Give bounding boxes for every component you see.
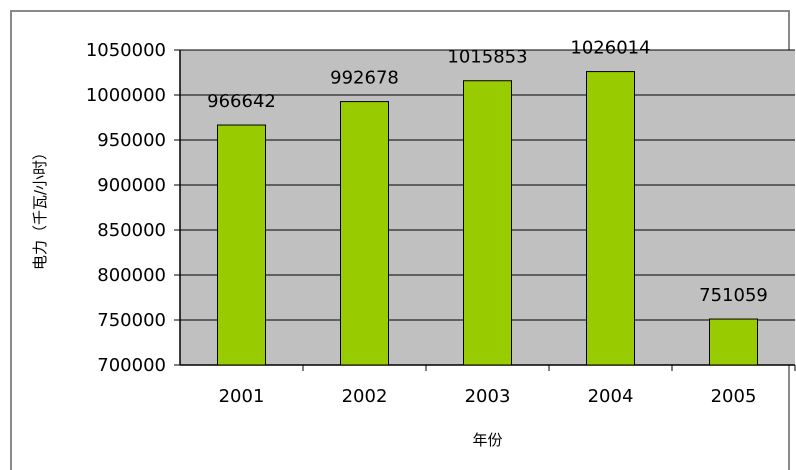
y-tick-label: 1050000 xyxy=(86,40,166,61)
x-tick-labels: 2001 2002 2003 2004 2005 xyxy=(219,365,796,407)
data-label: 992678 xyxy=(330,68,399,89)
y-tick-label: 750000 xyxy=(97,310,166,331)
x-axis-title: 年份 xyxy=(472,431,502,449)
y-tick-label: 950000 xyxy=(97,130,166,151)
x-tick-label: 2003 xyxy=(465,386,511,407)
x-tick-label: 2002 xyxy=(342,386,388,407)
y-tick-label: 800000 xyxy=(97,265,166,286)
y-axis-title: 电力（千瓦/小时） xyxy=(31,145,49,270)
y-tick-label: 850000 xyxy=(97,220,166,241)
data-label: 751059 xyxy=(699,285,768,306)
y-tick-labels: 700000 750000 800000 850000 900000 950000 1000… xyxy=(86,40,180,376)
data-label: 1015853 xyxy=(447,47,527,68)
data-label: 1026014 xyxy=(570,38,650,59)
x-tick-label: 2001 xyxy=(219,386,265,407)
bar xyxy=(586,71,635,366)
x-tick-label: 2004 xyxy=(588,386,634,407)
bar xyxy=(340,101,389,366)
y-tick-label: 700000 xyxy=(97,355,166,376)
bars xyxy=(217,71,758,366)
y-tick-label: 900000 xyxy=(97,175,166,196)
x-tick-label: 2005 xyxy=(711,386,757,407)
bar xyxy=(709,318,758,366)
data-labels: 966642 992678 1015853 1026014 751059 xyxy=(207,38,768,306)
y-tick-label: 1000000 xyxy=(86,85,166,106)
data-label: 966642 xyxy=(207,91,276,112)
bar xyxy=(463,80,512,366)
bar xyxy=(217,124,266,366)
